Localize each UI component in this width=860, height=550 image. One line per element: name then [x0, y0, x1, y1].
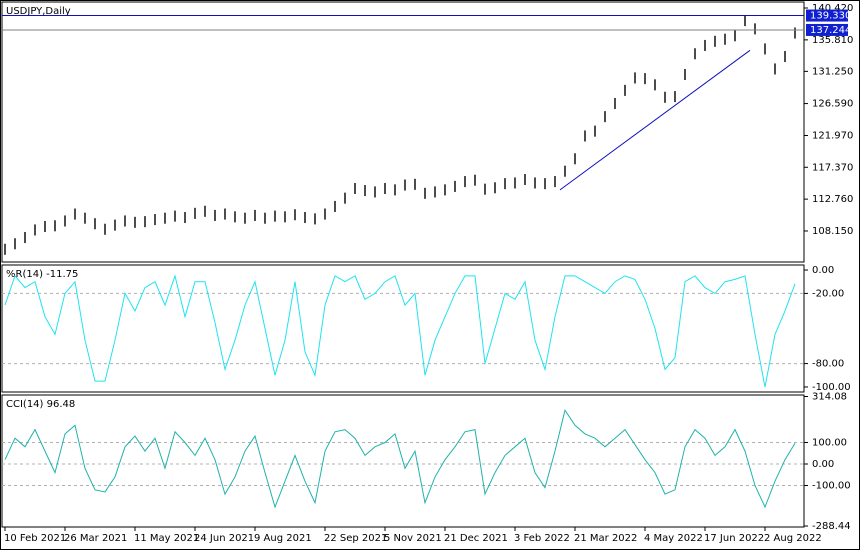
- y-tick-label: 135.810: [812, 35, 853, 46]
- pane: [1, 394, 805, 528]
- price-label-box: [806, 23, 848, 36]
- y-tick-label: -80.00: [812, 359, 844, 370]
- x-tick-label: 2 Aug 2022: [764, 533, 822, 544]
- y-tick-label: 108.150: [812, 226, 853, 237]
- price-label: 137.244: [810, 25, 851, 36]
- x-tick-label: 9 Aug 2021: [254, 533, 312, 544]
- x-tick-label: 24 Jun 2021: [194, 533, 254, 544]
- pane: [1, 1, 805, 263]
- pane: [1, 264, 805, 393]
- y-tick-label: 112.760: [812, 194, 853, 205]
- pane-title: CCI(14) 96.48: [6, 399, 75, 410]
- y-tick-label: -100.00: [812, 382, 851, 393]
- x-tick-label: 26 Mar 2021: [64, 533, 127, 544]
- y-tick-label: 0.00: [812, 265, 834, 276]
- y-tick-label: -20.00: [812, 288, 844, 299]
- y-tick-label: 131.250: [812, 66, 853, 77]
- x-tick-label: 11 May 2021: [134, 533, 199, 544]
- price-label: 139.330: [810, 11, 851, 22]
- y-tick-label: 0.00: [812, 459, 834, 470]
- indicator-line: [4, 274, 796, 388]
- pane-title: USDJPY,Daily: [6, 6, 71, 17]
- trendline: [559, 49, 751, 191]
- x-tick-label: 5 Nov 2021: [384, 533, 442, 544]
- price-label-box: [806, 9, 848, 22]
- x-tick-label: 17 Jun 2022: [704, 533, 764, 544]
- indicator-line: [4, 409, 796, 509]
- y-tick-label: 140.420: [812, 3, 853, 14]
- x-tick-label: 10 Feb 2021: [4, 533, 66, 544]
- y-tick-label: 117.370: [812, 162, 853, 173]
- x-tick-label: 21 Mar 2022: [574, 533, 637, 544]
- y-tick-label: -100.00: [812, 481, 851, 492]
- y-tick-label: 100.00: [812, 438, 847, 449]
- x-tick-label: 3 Feb 2022: [514, 533, 570, 544]
- y-tick-label: 314.08: [812, 391, 847, 402]
- y-tick-label: 126.590: [812, 99, 853, 110]
- y-tick-label: -288.44: [812, 521, 851, 532]
- pane-title: %R(14) -11.75: [6, 269, 78, 280]
- x-tick-label: 21 Dec 2021: [444, 533, 508, 544]
- y-tick-label: 121.970: [812, 130, 853, 141]
- x-tick-label: 22 Sep 2021: [324, 533, 387, 544]
- x-tick-label: 4 May 2022: [644, 533, 703, 544]
